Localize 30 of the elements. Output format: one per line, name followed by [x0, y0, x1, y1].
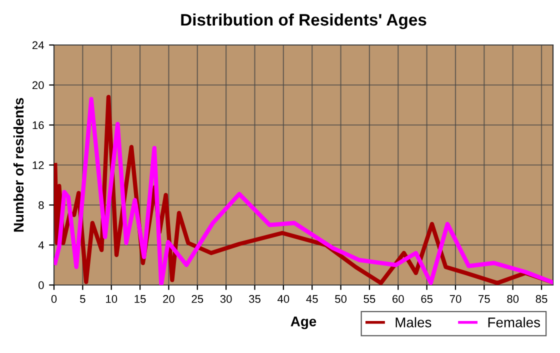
y-tick-label: 8	[38, 201, 44, 210]
x-tick-label: 45	[306, 295, 318, 303]
x-tick-label: 50	[335, 295, 347, 303]
x-tick-label: 85	[536, 295, 548, 303]
legend-label: Females	[488, 317, 540, 328]
y-axis-title: Number of residents	[13, 98, 24, 232]
x-tick-label: 10	[106, 295, 118, 303]
legend-label: Males	[396, 317, 432, 328]
x-tick-label: 65	[421, 295, 433, 303]
y-tick-label: 24	[32, 41, 44, 50]
x-tick-label: 25	[192, 295, 204, 303]
x-tick-label: 70	[450, 295, 462, 303]
y-tick-label: 16	[32, 121, 44, 130]
y-tick-label: 4	[38, 241, 44, 250]
x-tick-label: 20	[163, 295, 174, 303]
x-axis-title: Age	[290, 316, 316, 330]
x-tick-label: 80	[507, 295, 519, 303]
x-tick-label: 55	[364, 295, 376, 303]
chart-title: Distribution of Residents' Ages	[181, 13, 426, 30]
x-tick-label: 35	[248, 295, 260, 303]
x-tick-label: 0	[51, 295, 57, 303]
x-tick-label: 5	[80, 295, 86, 303]
x-tick-label: 75	[478, 295, 490, 303]
x-tick-label: 30	[220, 295, 232, 303]
y-tick-label: 20	[32, 81, 44, 90]
x-tick-label: 60	[392, 295, 404, 303]
y-tick-label: 0	[38, 281, 44, 290]
x-tick-label: 40	[278, 295, 290, 303]
x-tick-label: 15	[134, 295, 146, 303]
y-tick-label: 12	[32, 161, 44, 170]
